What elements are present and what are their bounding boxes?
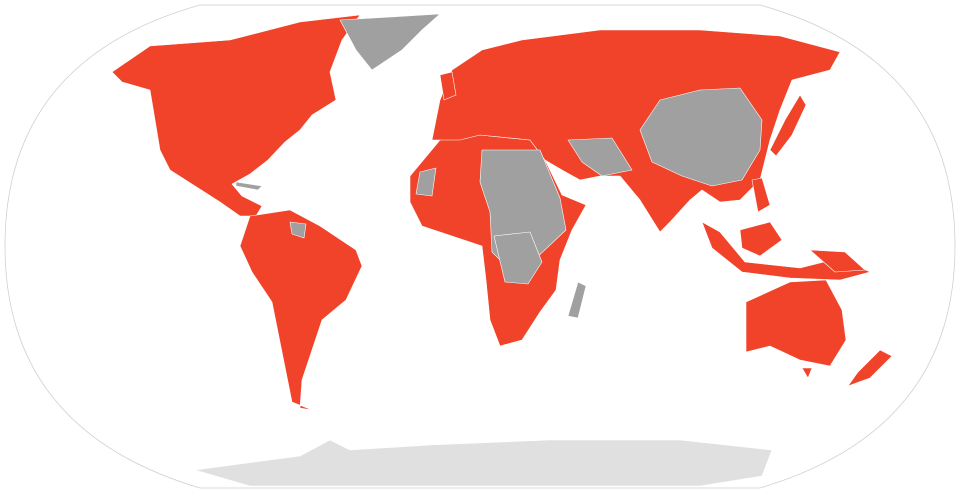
japan (769, 94, 807, 157)
china-mongolia (639, 87, 763, 187)
new-zealand (847, 349, 893, 387)
guianas-gray (289, 221, 307, 239)
philippines (751, 177, 771, 213)
antarctica (194, 439, 773, 487)
uk-ireland (439, 71, 457, 101)
greenland (339, 13, 441, 71)
borneo-sulawesi (739, 221, 783, 257)
new-guinea (809, 249, 866, 273)
western-sahara-gray (415, 167, 437, 197)
madagascar (567, 281, 587, 319)
eurasia (431, 29, 841, 233)
map-frame (4, 4, 956, 489)
caribbean-gray (235, 181, 263, 191)
south-america (239, 209, 363, 411)
middle-east-gray (567, 137, 633, 177)
central-africa-gray (493, 231, 543, 285)
tasmania (801, 367, 813, 379)
australia (745, 279, 847, 367)
